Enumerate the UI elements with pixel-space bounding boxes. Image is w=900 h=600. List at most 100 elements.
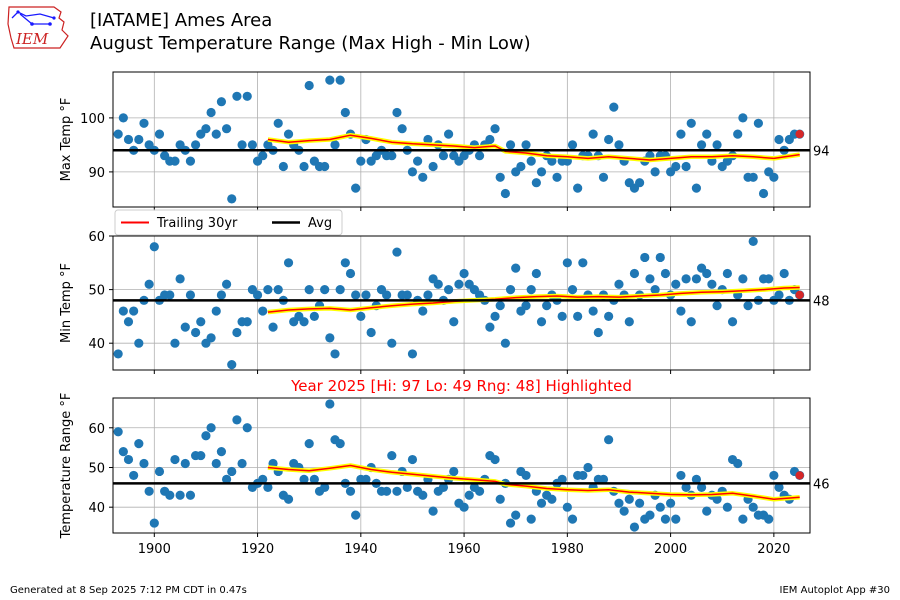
- data-point: [676, 306, 686, 316]
- data-point: [578, 470, 588, 481]
- data-point: [593, 327, 603, 338]
- data-point: [474, 151, 485, 161]
- data-point: [495, 494, 505, 504]
- data-point: [330, 349, 340, 359]
- data-point: [237, 140, 247, 150]
- data-point: [428, 161, 438, 172]
- panel-title: Year 2025 [Hi: 97 Lo: 49 Rng: 48] Highli…: [290, 377, 632, 395]
- data-point: [712, 494, 722, 504]
- trailing-30yr-line: [267, 286, 800, 313]
- chart-title-line1: [IATAME] Ames Area: [90, 10, 273, 31]
- data-point: [691, 183, 702, 193]
- data-point: [144, 486, 154, 496]
- data-point: [392, 247, 402, 257]
- data-point: [309, 474, 319, 484]
- data-point: [361, 474, 371, 484]
- data-point: [671, 161, 681, 172]
- y-tick-label: 40: [88, 337, 105, 352]
- highlight-point: [795, 471, 804, 480]
- data-point: [418, 306, 428, 316]
- data-point: [185, 490, 196, 500]
- data-point: [139, 458, 149, 469]
- data-point: [511, 263, 521, 273]
- data-point: [604, 435, 614, 445]
- data-point: [227, 360, 237, 370]
- data-point: [232, 415, 242, 425]
- data-point: [196, 317, 206, 327]
- data-point: [407, 454, 418, 465]
- data-point: [283, 129, 294, 139]
- data-point: [309, 311, 319, 321]
- data-point: [567, 285, 578, 295]
- data-point: [505, 140, 516, 150]
- data-point: [547, 494, 557, 504]
- data-point: [335, 75, 345, 85]
- data-point: [356, 156, 366, 166]
- data-point: [113, 349, 123, 359]
- data-point: [764, 274, 774, 284]
- data-point: [206, 333, 216, 343]
- data-point: [175, 490, 185, 500]
- data-point: [655, 502, 665, 512]
- x-tick-label: 1920: [241, 542, 274, 557]
- data-point: [191, 140, 201, 150]
- data-point: [624, 494, 634, 504]
- data-point: [624, 317, 634, 327]
- highlight-point: [795, 290, 804, 300]
- data-point: [418, 490, 428, 500]
- data-point: [407, 167, 418, 177]
- data-point: [614, 279, 624, 289]
- data-point: [516, 161, 526, 172]
- data-point: [454, 279, 464, 289]
- data-point: [221, 279, 232, 289]
- y-axis-label: Max Temp °F: [59, 98, 74, 182]
- data-point: [361, 290, 371, 300]
- data-point: [221, 124, 232, 134]
- data-point: [247, 140, 257, 150]
- data-point: [604, 311, 614, 321]
- data-point: [536, 167, 547, 177]
- data-point: [748, 502, 758, 512]
- data-point: [170, 338, 180, 348]
- data-point: [547, 156, 557, 166]
- data-point: [511, 510, 521, 520]
- data-point: [526, 514, 536, 524]
- data-point: [263, 285, 273, 295]
- data-point: [449, 466, 459, 477]
- data-point: [196, 450, 206, 461]
- data-point: [500, 188, 510, 199]
- data-point: [660, 514, 671, 524]
- data-point: [629, 268, 640, 279]
- data-point: [304, 439, 314, 449]
- data-point: [340, 258, 350, 268]
- data-point: [526, 156, 536, 166]
- data-point: [123, 134, 134, 145]
- data-point: [635, 178, 645, 188]
- data-point: [769, 172, 779, 182]
- data-point: [521, 140, 531, 150]
- data-point: [681, 161, 691, 172]
- data-point: [443, 129, 454, 139]
- data-point: [696, 140, 707, 150]
- avg-value-label: 48: [813, 294, 830, 309]
- data-point: [407, 349, 418, 359]
- y-tick-label: 60: [88, 422, 105, 437]
- data-point: [335, 439, 345, 449]
- data-point: [206, 423, 216, 433]
- data-point: [505, 518, 516, 528]
- data-point: [438, 151, 449, 161]
- data-point: [242, 423, 252, 433]
- data-point: [154, 129, 165, 139]
- data-point: [252, 290, 263, 300]
- data-point: [139, 118, 149, 128]
- data-point: [325, 399, 335, 409]
- data-point: [660, 268, 671, 279]
- data-point: [113, 129, 123, 139]
- data-point: [325, 333, 335, 343]
- data-point: [449, 317, 459, 327]
- data-point: [536, 498, 547, 508]
- data-point: [573, 311, 583, 321]
- iem-logo: IEM: [7, 6, 69, 49]
- data-point: [118, 306, 128, 316]
- data-point: [774, 482, 784, 492]
